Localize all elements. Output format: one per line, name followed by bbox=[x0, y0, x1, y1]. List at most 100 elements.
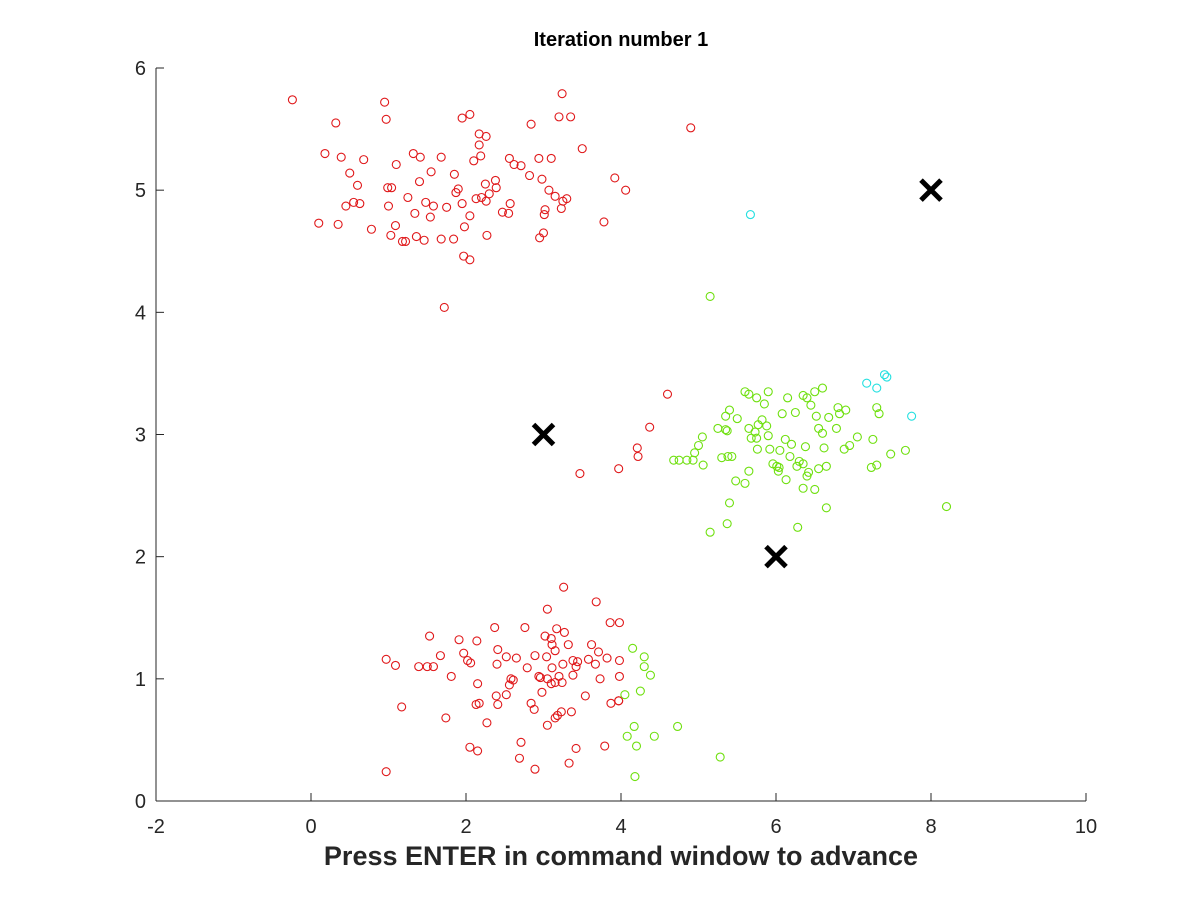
data-point bbox=[540, 205, 550, 215]
x-tick-label: 0 bbox=[305, 816, 316, 838]
data-point bbox=[872, 383, 882, 393]
data-point bbox=[810, 484, 820, 495]
centroid-markers bbox=[531, 178, 943, 569]
data-point bbox=[717, 453, 727, 463]
data-point bbox=[686, 123, 696, 133]
data-point bbox=[586, 640, 597, 650]
data-point bbox=[886, 449, 896, 459]
data-point bbox=[493, 644, 503, 655]
data-point bbox=[575, 469, 585, 479]
data-point bbox=[493, 699, 503, 710]
data-point bbox=[872, 460, 882, 470]
data-point bbox=[501, 690, 511, 700]
data-point bbox=[783, 393, 793, 403]
data-point bbox=[422, 662, 432, 672]
data-point bbox=[552, 624, 562, 634]
data-point bbox=[834, 409, 845, 419]
data-point bbox=[614, 655, 625, 666]
data-point bbox=[514, 753, 525, 763]
data-point bbox=[713, 423, 723, 433]
data-point bbox=[882, 372, 892, 382]
data-point bbox=[383, 201, 394, 211]
data-point bbox=[390, 221, 401, 231]
data-point bbox=[352, 180, 363, 190]
data-point bbox=[522, 663, 532, 673]
data-point bbox=[538, 228, 549, 238]
data-point bbox=[501, 652, 511, 662]
data-point bbox=[862, 378, 872, 388]
data-point bbox=[436, 152, 446, 162]
data-point bbox=[559, 627, 569, 637]
data-point bbox=[794, 456, 804, 466]
data-point bbox=[387, 183, 397, 193]
data-point bbox=[669, 455, 679, 465]
data-point bbox=[410, 208, 420, 218]
data-point bbox=[542, 604, 552, 614]
data-point bbox=[415, 152, 425, 162]
data-point bbox=[765, 444, 775, 454]
data-point bbox=[454, 635, 464, 645]
data-point bbox=[333, 219, 343, 229]
x-tick-label: 6 bbox=[770, 816, 781, 838]
data-point bbox=[391, 159, 401, 170]
data-point bbox=[563, 640, 573, 650]
data-point bbox=[746, 433, 756, 443]
data-point bbox=[524, 170, 535, 181]
data-point bbox=[542, 720, 552, 730]
data-point bbox=[320, 148, 330, 159]
data-point bbox=[414, 662, 424, 672]
data-point bbox=[481, 131, 491, 141]
data-point bbox=[491, 691, 501, 701]
data-point bbox=[526, 119, 536, 129]
data-point bbox=[505, 199, 515, 209]
data-point bbox=[839, 444, 849, 454]
data-point bbox=[798, 483, 808, 493]
data-point bbox=[727, 451, 737, 462]
data-point bbox=[535, 673, 545, 683]
data-point bbox=[759, 399, 769, 409]
data-point bbox=[600, 741, 610, 751]
data-point bbox=[781, 475, 791, 485]
data-point bbox=[606, 698, 616, 708]
data-point bbox=[724, 498, 735, 508]
data-point bbox=[331, 118, 341, 128]
data-point bbox=[752, 444, 762, 454]
data-point bbox=[465, 742, 475, 752]
data-point bbox=[564, 758, 574, 768]
data-point bbox=[550, 191, 560, 201]
data-point bbox=[462, 655, 473, 666]
data-point bbox=[614, 696, 624, 706]
y-tick-label: 1 bbox=[135, 669, 146, 691]
y-ticks: 0 1 2 3 4 5 6 bbox=[135, 58, 164, 813]
data-point bbox=[872, 403, 882, 413]
data-point bbox=[473, 679, 483, 689]
data-point bbox=[492, 659, 502, 669]
data-point bbox=[414, 177, 425, 187]
data-point bbox=[451, 188, 461, 198]
x-tick-label: 8 bbox=[925, 816, 936, 838]
data-point bbox=[546, 153, 556, 163]
data-point bbox=[591, 597, 601, 607]
data-point bbox=[693, 440, 704, 451]
data-point bbox=[645, 670, 656, 680]
data-point bbox=[568, 670, 578, 680]
series-0 bbox=[287, 89, 696, 777]
data-point bbox=[449, 169, 459, 179]
data-point bbox=[546, 633, 556, 644]
data-point bbox=[673, 721, 683, 732]
data-point bbox=[806, 400, 816, 410]
data-point bbox=[629, 721, 639, 732]
data-point bbox=[474, 140, 484, 150]
data-point bbox=[439, 302, 449, 312]
data-point bbox=[539, 210, 549, 220]
data-point bbox=[811, 411, 821, 421]
data-point bbox=[614, 671, 625, 681]
data-point bbox=[381, 114, 391, 124]
data-point bbox=[550, 646, 560, 656]
data-point bbox=[381, 767, 391, 777]
data-point bbox=[557, 677, 567, 688]
data-point bbox=[635, 686, 645, 696]
data-point bbox=[566, 707, 576, 717]
